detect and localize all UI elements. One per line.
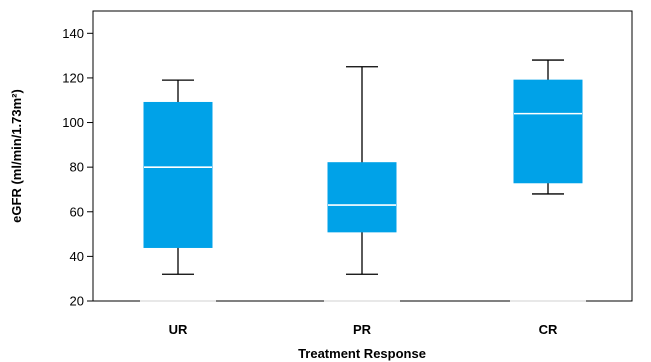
iqr-box xyxy=(327,162,397,233)
x-axis: UR PR CR xyxy=(169,322,558,337)
x-tick-label-ur: UR xyxy=(169,322,188,337)
y-tick-label: 20 xyxy=(70,294,84,309)
iqr-box xyxy=(513,79,583,184)
box-ur xyxy=(140,79,216,302)
y-tick-label: 60 xyxy=(70,204,84,219)
y-tick-label: 100 xyxy=(62,115,84,130)
y-tick-label: 40 xyxy=(70,249,84,264)
x-axis-title: Treatment Response xyxy=(298,346,426,361)
y-tick-label: 140 xyxy=(62,26,84,41)
y-axis-title: eGFR (ml/min/1.73m²) xyxy=(9,89,24,223)
iqr-box xyxy=(143,101,213,248)
x-tick-label-cr: CR xyxy=(539,322,558,337)
x-tick-label-pr: PR xyxy=(353,322,372,337)
y-tick-label: 120 xyxy=(62,70,84,85)
box-pr xyxy=(324,66,400,302)
y-tick-label: 80 xyxy=(70,160,84,175)
box-cr xyxy=(510,59,586,302)
y-axis: 20 40 60 80 100 120 140 xyxy=(62,26,93,309)
boxes-layer xyxy=(140,59,586,302)
